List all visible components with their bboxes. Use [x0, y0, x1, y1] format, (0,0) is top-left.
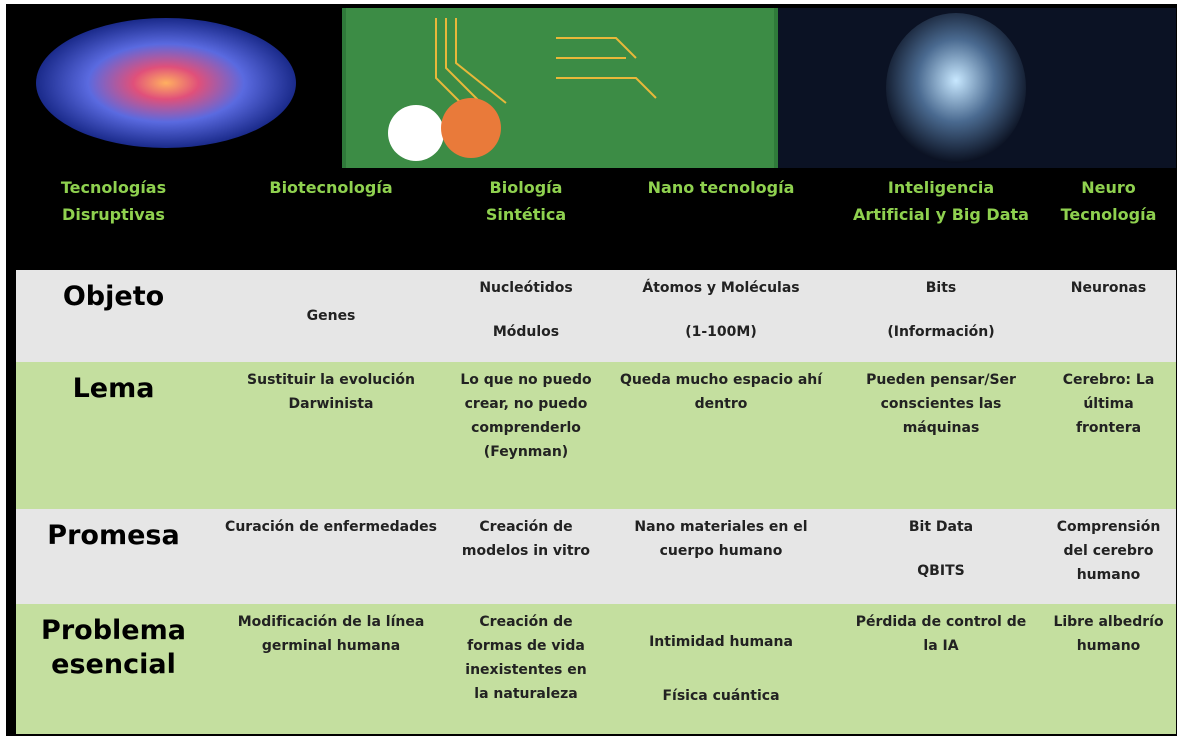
table-cell: Genes [211, 270, 451, 362]
table-cell: Neuronas [1041, 270, 1176, 362]
cell-text: QBITS [917, 563, 965, 579]
table-cell: Libre albedrío humano [1041, 604, 1176, 734]
cell-text: Nano materiales en el cuerpo humano [634, 519, 808, 559]
brain-image [36, 18, 296, 148]
row-label: Promesa [47, 520, 180, 551]
row-label: Objeto [62, 281, 165, 312]
header-row: Tecnologías Disruptivas Biotecnología Biol… [16, 174, 1176, 266]
cell-text: Pérdida de control de la IA [855, 614, 1027, 654]
cell-text: Bits [925, 280, 957, 296]
table-cell: Creación de formas de vida inexistentes … [451, 604, 601, 734]
table-row: Objeto Genes Nucleótidos Módulos Átomos y Mo… [16, 270, 1176, 362]
cell-text: Creación de modelos in vitro [461, 519, 591, 559]
table-cell: Modificación de la línea germinal humana [211, 604, 451, 734]
table-row: Promesa Curación de enfermedades Creación … [16, 509, 1176, 604]
cell-text: Queda mucho espacio ahí dentro [619, 372, 823, 412]
cell-text: Lo que no puedo crear, no puedo comprend… [460, 372, 592, 460]
table-cell: Lo que no puedo crear, no puedo comprend… [451, 362, 601, 509]
cell-text: Modificación de la línea germinal humana [237, 614, 425, 654]
cell-text: Comprensión del cerebro humano [1056, 519, 1161, 583]
cell-text: Creación de formas de vida inexistentes … [465, 614, 587, 702]
table-cell: Átomos y Moléculas (1-100M) [601, 270, 841, 362]
table-cell: Pérdida de control de la IA [841, 604, 1041, 734]
table-cell: Bit Data QBITS [841, 509, 1041, 604]
column-header: Inteligencia Artificial y Big Data [853, 178, 1029, 224]
table-row: Problema esencial Modificación de la líne… [16, 604, 1176, 734]
table-cell: Queda mucho espacio ahí dentro [601, 362, 841, 509]
column-header: Nano tecnología [647, 178, 795, 197]
table-cell: Nano materiales en el cuerpo humano [601, 509, 841, 604]
row-label: Problema esencial [41, 615, 186, 680]
column-header: Neuro Tecnología [1060, 178, 1157, 224]
table-cell: Intimidad humana Física cuántica [601, 604, 841, 734]
cell-text: Cerebro: La última frontera [1062, 372, 1155, 436]
cell-text: Genes [306, 308, 356, 324]
cell-text: Bit Data [908, 519, 974, 535]
table-cell: Creación de modelos in vitro [451, 509, 601, 604]
cell-text: Pueden pensar/Ser conscientes las máquin… [866, 372, 1016, 436]
poster: Tecnologías Disruptivas Biotecnología Biol… [6, 4, 1177, 736]
cell-text: Física cuántica [662, 688, 780, 704]
table-cell: Pueden pensar/Ser conscientes las máquin… [841, 362, 1041, 509]
cell-text: Intimidad humana [649, 634, 793, 650]
table-cell: Sustituir la evolución Darwinista [211, 362, 451, 509]
cell-text: Curación de enfermedades [225, 519, 437, 535]
column-header: Biología Sintética [485, 178, 567, 224]
cell-text: Sustituir la evolución Darwinista [247, 372, 415, 412]
cell-text: Libre albedrío humano [1053, 614, 1164, 654]
cell-text: Neuronas [1070, 280, 1147, 296]
column-header: Biotecnología [269, 178, 393, 197]
table-cell: Curación de enfermedades [211, 509, 451, 604]
cell-text: Átomos y Moléculas [642, 280, 800, 296]
table-cell: Nucleótidos Módulos [451, 270, 601, 362]
column-header: Tecnologías Disruptivas [60, 178, 167, 224]
table-cell: Cerebro: La última frontera [1041, 362, 1176, 509]
cell-text: Nucleótidos [479, 280, 573, 296]
table-row: Lema Sustituir la evolución Darwinista Lo … [16, 362, 1176, 509]
cell-text: (Información) [887, 324, 995, 340]
header-images [36, 8, 1176, 168]
cell-text: (1-100M) [685, 324, 757, 340]
table-cell: Bits (Información) [841, 270, 1041, 362]
cell-text: Módulos [492, 324, 560, 340]
table: Objeto Genes Nucleótidos Módulos Átomos y Mo… [16, 270, 1176, 734]
row-label: Lema [72, 373, 155, 404]
table-cell: Comprensión del cerebro humano [1041, 509, 1176, 604]
